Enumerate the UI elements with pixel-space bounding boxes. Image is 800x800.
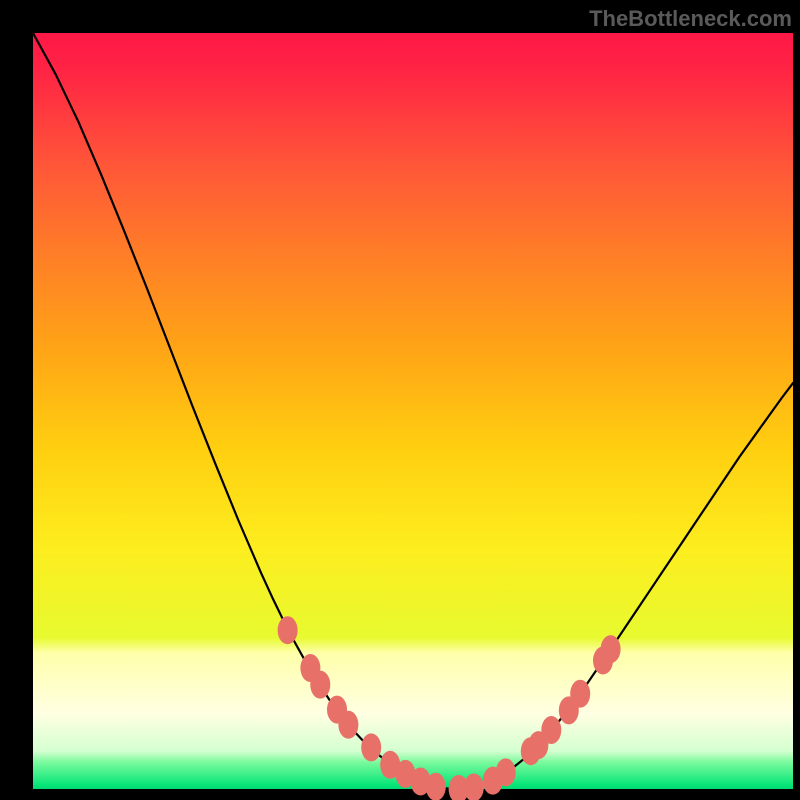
scatter-marker [541, 716, 561, 744]
scatter-group [278, 616, 621, 800]
scatter-marker [310, 671, 330, 699]
watermark-text: TheBottleneck.com [589, 6, 792, 32]
scatter-marker [570, 680, 590, 708]
scatter-marker [601, 635, 621, 663]
scatter-marker [496, 758, 516, 786]
scatter-marker [278, 616, 298, 644]
scatter-marker [338, 711, 358, 739]
scatter-marker [426, 773, 446, 800]
chart-svg [33, 33, 793, 789]
plot-area [33, 33, 793, 789]
scatter-marker [361, 733, 381, 761]
scatter-marker [464, 773, 484, 800]
bottleneck-curve [33, 33, 793, 789]
